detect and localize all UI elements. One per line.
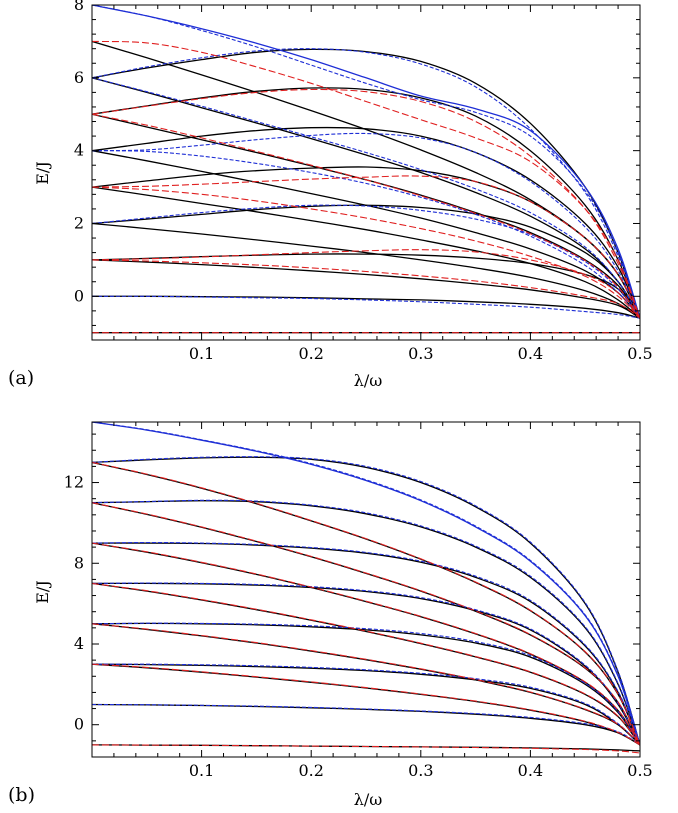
series-line-25: [92, 259, 640, 319]
series-line-22: [92, 422, 640, 746]
series-line-5: [92, 222, 640, 319]
y-axis-label: E/J: [33, 580, 52, 603]
series-line-16: [92, 295, 640, 319]
series-line-15: [92, 5, 640, 319]
y-tick-label: 2: [74, 213, 84, 232]
x-tick-label: 0.4: [518, 761, 543, 780]
series-line-13: [92, 461, 640, 746]
series-line-10: [92, 500, 640, 746]
plot-frame: [91, 4, 641, 341]
series-line-24: [92, 249, 640, 319]
x-tick-label: 0.1: [189, 761, 214, 780]
series-line-9: [92, 150, 640, 319]
series-line-5: [92, 623, 640, 746]
series-line-28: [92, 502, 640, 746]
series-line-21: [92, 77, 640, 319]
y-tick-label: 0: [74, 715, 84, 734]
series-line-6: [92, 166, 640, 319]
x-tick-label: 0.1: [189, 344, 214, 363]
y-axis-label: E/J: [33, 161, 52, 184]
y-tick-label: 4: [74, 634, 84, 653]
y-tick-label: 0: [74, 286, 84, 305]
series-line-16: [92, 663, 640, 746]
series-line-28: [92, 88, 640, 319]
series-line-20: [92, 499, 640, 746]
panel-label: (a): [8, 367, 34, 389]
y-tick-label: 12: [64, 473, 84, 492]
series-line-26: [92, 175, 640, 319]
series-line-21: [92, 456, 640, 746]
x-tick-label: 0.3: [408, 344, 433, 363]
series-line-7: [92, 186, 640, 319]
x-tick-label: 0.2: [298, 761, 323, 780]
y-tick-label: 4: [74, 141, 84, 160]
x-axis-label: λ/ω: [354, 371, 383, 390]
series-line-24: [92, 663, 640, 746]
x-tick-label: 0.3: [408, 761, 433, 780]
y-tick-label: 8: [74, 0, 84, 14]
panel-a: 0.1 0.2 0.3 0.4 0.5 0 2 4 6 8 λ/ω E/J (a): [8, 0, 653, 390]
series-line-19: [92, 150, 640, 319]
panel-b: 0.1 0.2 0.3 0.4 0.5 0 4 8 12 λ/ω E/J (b): [8, 421, 653, 809]
series-line-25: [92, 623, 640, 746]
series-line-17: [92, 204, 640, 319]
series-line-29: [92, 113, 640, 319]
series-line-30: [92, 40, 640, 319]
series-line-18: [92, 582, 640, 746]
x-tick-label: 0.5: [627, 761, 652, 780]
series-line-23: [92, 744, 640, 754]
series-line-0: [92, 744, 640, 752]
series-group: [92, 422, 640, 754]
series-line-8: [92, 542, 640, 746]
series-line-3: [92, 259, 640, 319]
series-line-17: [92, 622, 640, 746]
x-tick-label: 0.2: [298, 344, 323, 363]
plot-frame: [91, 421, 641, 758]
x-tick-label: 0.5: [627, 344, 652, 363]
series-line-10: [92, 87, 640, 319]
series-group: [92, 5, 640, 334]
series-line-2: [92, 663, 640, 746]
panel-label: (b): [8, 784, 35, 806]
series-line-6: [92, 582, 640, 746]
series-line-26: [92, 582, 640, 746]
series-line-22: [92, 5, 640, 319]
series-line-20: [92, 48, 640, 319]
y-tick-label: 8: [74, 553, 84, 572]
series-line-15: [92, 703, 640, 746]
series-line-4: [92, 622, 640, 746]
x-tick-label: 0.4: [518, 344, 543, 363]
series-line-4: [92, 204, 640, 319]
series-line-8: [92, 126, 640, 319]
series-line-29: [92, 461, 640, 746]
y-tick-label: 6: [74, 68, 84, 87]
series-line-1: [92, 295, 640, 319]
series-line-18: [92, 132, 640, 319]
series-line-27: [92, 186, 640, 319]
x-axis-label: λ/ω: [354, 790, 383, 809]
series-line-13: [92, 77, 640, 319]
series-line-1: [92, 703, 640, 746]
series-line-27: [92, 542, 640, 746]
